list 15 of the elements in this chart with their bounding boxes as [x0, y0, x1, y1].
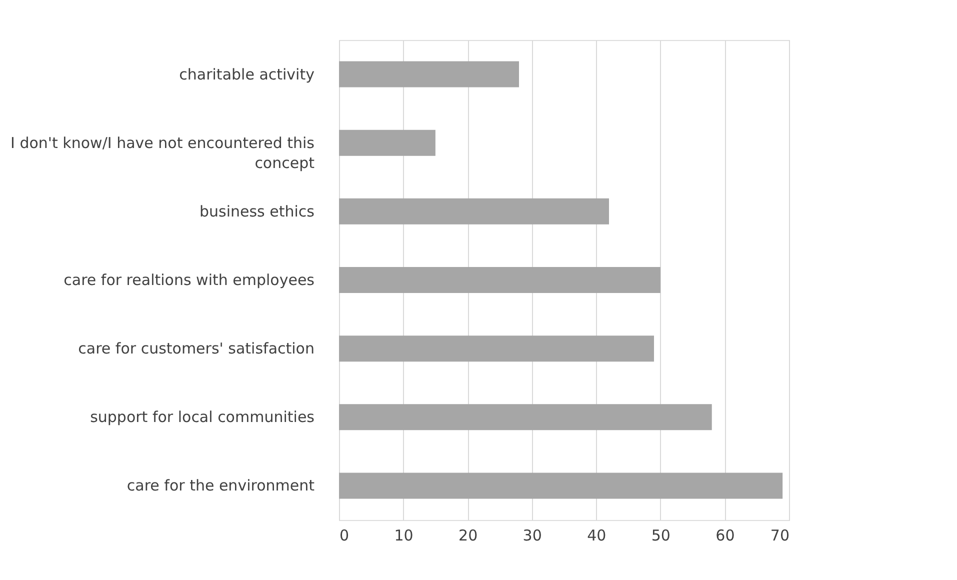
y-tick-label: charitable activity	[179, 65, 315, 84]
x-tick-label: 70	[770, 526, 790, 544]
y-tick-label: care for customers' satisfaction	[78, 340, 314, 358]
x-tick-label: 0	[340, 526, 350, 544]
x-tick-label: 20	[458, 526, 478, 544]
x-tick-label: 60	[716, 526, 735, 544]
y-tick-label: business ethics	[200, 202, 315, 220]
x-tick-label: 40	[587, 526, 606, 544]
x-tick-label: 10	[394, 526, 414, 544]
x-tick-label: 30	[522, 526, 542, 544]
y-tick-label: care for the environment	[126, 476, 315, 495]
y-tick-label: I don't know/I have not encountered this concept	[10, 134, 315, 172]
y-tick-label: support for local communities	[90, 408, 315, 426]
x-tick-label: 50	[651, 526, 670, 544]
y-tick-label: care for realtions with employees	[64, 271, 315, 289]
